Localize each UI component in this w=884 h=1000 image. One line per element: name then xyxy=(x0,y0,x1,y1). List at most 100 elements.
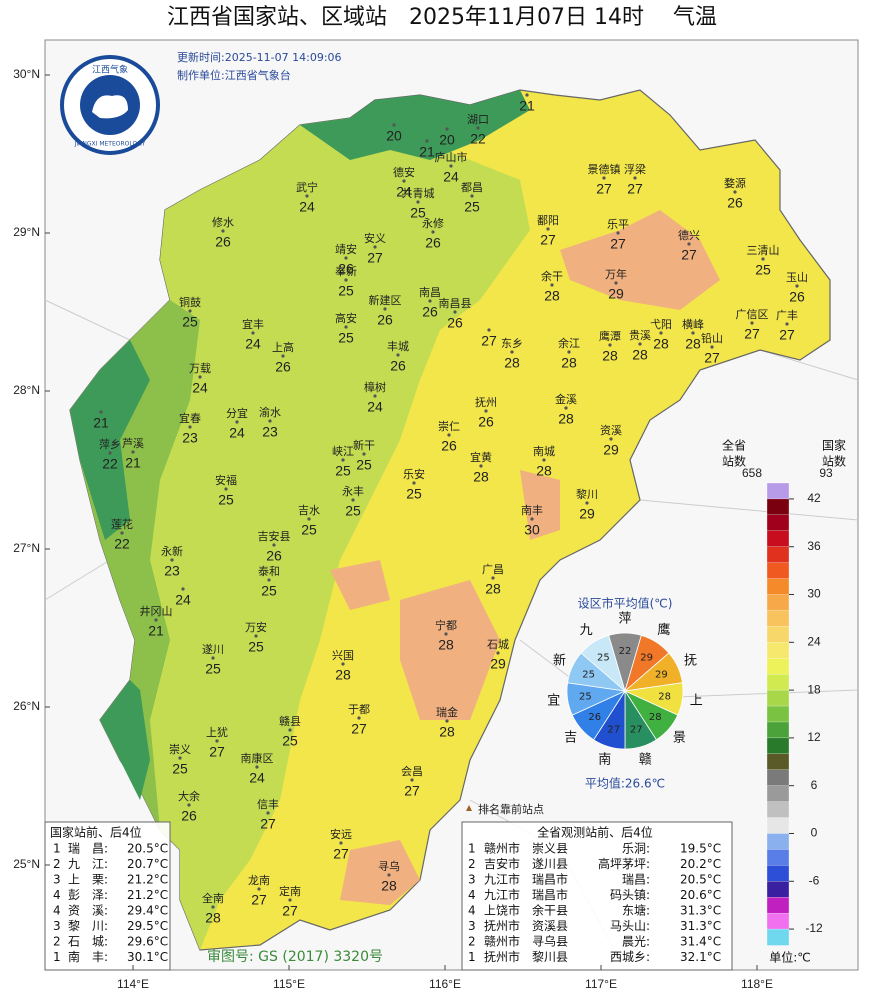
station-name: 于都 xyxy=(348,703,370,716)
station-dot xyxy=(396,353,400,357)
station-name: 安远 xyxy=(330,827,352,841)
station-value: 21 xyxy=(148,623,164,639)
station-dot xyxy=(659,331,663,335)
all-table-cell: 32.1°C xyxy=(680,950,721,964)
colorbar-segment xyxy=(766,610,790,628)
station-dot xyxy=(479,464,483,468)
station-value: 25 xyxy=(338,330,354,346)
station-dot xyxy=(608,343,612,347)
station-dot xyxy=(221,229,225,233)
station-value: 24 xyxy=(229,425,245,441)
station-name: 广信区 xyxy=(736,308,769,321)
station-value: 25 xyxy=(335,463,351,479)
station-value: 29 xyxy=(490,656,506,672)
pie-label: 上 xyxy=(690,694,703,709)
station-dot xyxy=(476,126,480,130)
lat-label: 29°N xyxy=(13,225,40,239)
station-dot xyxy=(224,487,228,491)
station-name: 景德镇 xyxy=(588,162,621,176)
station-value: 23 xyxy=(262,424,278,440)
station-name: 鹰潭 xyxy=(599,329,621,343)
national-table-cell: 29.6°C xyxy=(127,935,168,949)
station-name: 铜鼓 xyxy=(179,295,201,309)
pie-value: 22 xyxy=(619,646,632,657)
station-dot xyxy=(383,307,387,311)
all-table-cell: 19.5°C xyxy=(680,842,721,856)
all-table-cell: 3 xyxy=(468,919,476,933)
station-dot xyxy=(281,354,285,358)
colorbar-unit: 单位:℃ xyxy=(769,950,811,965)
pie-label: 萍 xyxy=(618,612,631,627)
station-value: 26 xyxy=(727,195,743,211)
station-name: 万载 xyxy=(189,362,211,375)
pie-label: 吉 xyxy=(564,731,577,746)
station-value: 26 xyxy=(181,808,197,824)
station-name: 抚州 xyxy=(475,395,497,409)
station-value: 26 xyxy=(789,289,805,305)
station-name: 资溪 xyxy=(600,424,622,437)
station-dot xyxy=(178,756,182,760)
station-dot xyxy=(362,452,366,456)
station-dot xyxy=(542,458,546,462)
station-value: 20 xyxy=(439,132,455,148)
station-dot xyxy=(251,331,255,335)
station-value: 25 xyxy=(261,583,277,599)
station-value: 27 xyxy=(351,721,367,737)
all-table-cell: 寻乌县 xyxy=(532,934,568,949)
station-name: 宁都 xyxy=(435,618,457,632)
colorbar-segment xyxy=(766,721,790,739)
logo-cloud xyxy=(92,95,128,119)
station-value: 24 xyxy=(192,380,208,396)
station-name: 龙南 xyxy=(248,874,270,887)
national-table-cell: 1 xyxy=(53,842,61,856)
station-dot xyxy=(387,873,391,877)
station-dot xyxy=(530,517,534,521)
marker-note: 排名靠前站点 xyxy=(478,802,544,816)
station-name: 渝水 xyxy=(259,405,281,419)
station-value: 24 xyxy=(175,592,191,608)
station-value: 24 xyxy=(443,169,459,185)
national-table-cell: 20.7°C xyxy=(127,857,168,871)
station-dot xyxy=(525,93,529,97)
colorbar-segment xyxy=(766,674,790,691)
colorbar-tick-label: -6 xyxy=(809,873,820,887)
national-table-cell: 4 xyxy=(53,904,61,918)
station-value: 28 xyxy=(473,469,489,485)
station-value: 28 xyxy=(653,336,669,352)
station-value: 27 xyxy=(540,232,556,248)
station-value: 26 xyxy=(478,414,494,430)
lon-label: 115°E xyxy=(273,977,305,991)
station-dot xyxy=(187,803,191,807)
station-name: 南城 xyxy=(533,445,555,458)
station-name: 德安 xyxy=(393,165,415,179)
all-table-cell: 九江市 xyxy=(484,872,520,887)
station-dot xyxy=(288,728,292,732)
all-table-cell: 2 xyxy=(468,857,476,871)
colorbar-segment xyxy=(766,849,790,866)
station-dot xyxy=(344,256,348,260)
national-table-cell: 21.2°C xyxy=(127,873,168,887)
station-name: 高安 xyxy=(335,311,357,325)
all-table-cell: 赣州市 xyxy=(484,841,520,856)
station-value: 25 xyxy=(755,262,771,278)
station-dot xyxy=(215,739,219,743)
pie-value: 26 xyxy=(588,712,601,723)
station-name: 宜丰 xyxy=(242,317,264,331)
all-table-cell: 东塘: xyxy=(622,903,650,918)
colorbar-segment xyxy=(766,689,790,707)
station-name: 宜春 xyxy=(179,411,201,425)
colorbar-segment xyxy=(766,833,790,851)
colorbar-segment xyxy=(766,594,790,612)
station-name: 广丰 xyxy=(776,309,798,322)
station-dot xyxy=(154,618,158,622)
station-name: 德兴 xyxy=(678,228,700,242)
station-value: 23 xyxy=(164,563,180,579)
station-dot xyxy=(633,176,637,180)
zone-21 xyxy=(70,90,530,800)
national-table-title: 国家站前、后4位 xyxy=(50,825,142,840)
station-name: 泰和 xyxy=(258,564,280,578)
station-name: 黎川 xyxy=(576,487,598,501)
station-dot xyxy=(120,531,124,535)
all-table-cell: 抚州市 xyxy=(484,949,520,964)
station-value: 27 xyxy=(779,327,795,343)
